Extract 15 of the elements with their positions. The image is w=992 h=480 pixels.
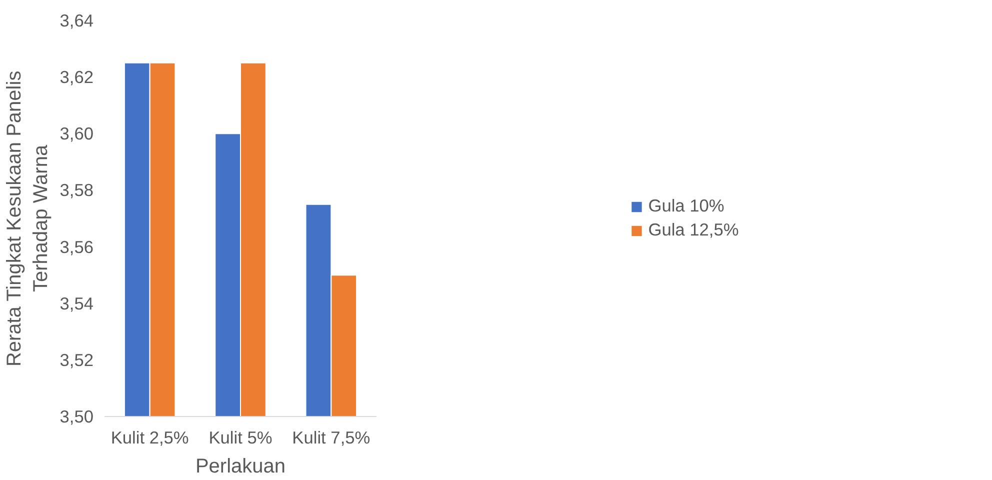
y-tick-label: 3,54 [60, 293, 94, 314]
y-tick-label: 3,58 [60, 180, 94, 200]
legend-label: Gula 10% [648, 196, 724, 216]
y-tick-label: 3,62 [60, 67, 94, 88]
y-tick-label: 3,56 [60, 236, 94, 257]
x-tick-label: Kulit 2,5% [110, 428, 189, 448]
y-tick-label: 3,60 [60, 124, 94, 144]
y-tick-label: 3,64 [60, 10, 94, 30]
y-tick-label: 3,50 [60, 406, 94, 426]
x-tick-label: Kulit 7,5% [292, 428, 370, 448]
y-tick-label: 3,52 [60, 350, 94, 370]
legend-label: Gula 12,5% [648, 220, 739, 240]
y-axis-title: Rerata Tingkat Kesukaan Panelis Terhadap Warna [3, 70, 52, 367]
x-tick-label: Kulit 5% [208, 428, 272, 448]
x-axis-title: Perlakuan [195, 456, 286, 478]
